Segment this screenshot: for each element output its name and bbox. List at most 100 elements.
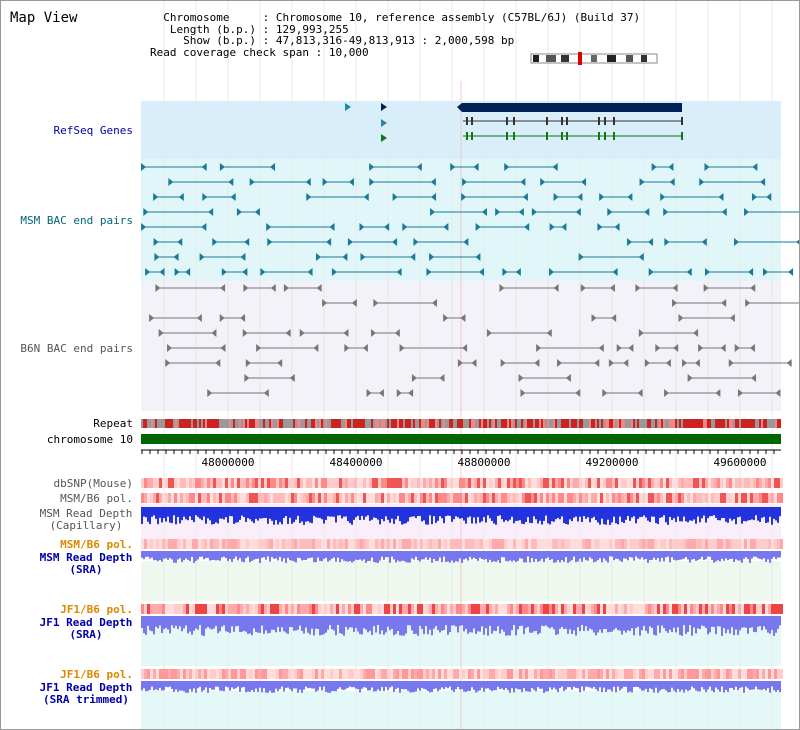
heat-cell	[429, 539, 432, 549]
track-label-jf1-depth-sra[interactable]: JF1 Read Depth (SRA)	[31, 617, 141, 641]
depth-bar	[329, 616, 331, 626]
depth-bar	[679, 616, 681, 636]
depth-bar	[409, 681, 411, 693]
bac-end-marker	[623, 359, 629, 367]
heat-cell	[762, 539, 765, 549]
length-value: 129,993,255	[275, 22, 349, 36]
heat-cell	[357, 478, 360, 488]
heat-cell	[459, 669, 462, 679]
track-label-msm-pol-1[interactable]: MSM/B6 pol.	[60, 492, 133, 505]
bac-end-marker	[315, 253, 321, 261]
heat-cell	[342, 604, 345, 614]
track-label-jf1-pol-1[interactable]: JF1/B6 pol.	[60, 603, 133, 616]
heat-cell	[204, 478, 207, 488]
depth-bar	[181, 507, 183, 521]
bac-end-marker	[644, 359, 650, 367]
heat-cell	[393, 478, 396, 488]
heat-cell	[339, 669, 342, 679]
heat-cell	[681, 604, 684, 614]
depth-bar	[715, 551, 717, 562]
heat-cell	[267, 539, 270, 549]
track-label-msm-bac[interactable]: MSM BAC end pairs	[20, 214, 133, 227]
depth-bar	[443, 507, 445, 524]
repeat-segment	[663, 419, 665, 428]
depth-bar	[587, 551, 589, 561]
depth-bar	[735, 681, 737, 687]
heat-cell	[210, 604, 213, 614]
depth-bar	[369, 507, 371, 521]
depth-bar	[325, 681, 327, 693]
heat-cell	[270, 669, 273, 679]
depth-bar	[213, 507, 215, 524]
depth-bar	[455, 681, 457, 690]
track-label-jf1-depth-trimmed[interactable]: JF1 Read Depth (SRA trimmed)	[31, 682, 141, 706]
depth-bar	[761, 551, 763, 560]
depth-bar	[759, 681, 761, 690]
depth-bar	[319, 681, 321, 687]
bac-end-marker	[141, 163, 147, 171]
heat-cell	[165, 478, 168, 488]
heat-cell	[198, 539, 201, 549]
repeat-segment	[301, 419, 303, 428]
depth-bar	[457, 551, 459, 562]
heat-cell	[624, 478, 627, 488]
track-label-msm-depth-sra[interactable]: MSM Read Depth (SRA)	[31, 552, 141, 576]
repeat-segment	[493, 419, 495, 428]
depth-bar	[421, 616, 423, 630]
heat-cell	[372, 493, 375, 503]
track-label-msm-depth-capillary[interactable]: MSM Read Depth (Capillary)	[31, 508, 141, 532]
track-label-refseq[interactable]: RefSeq Genes	[53, 124, 133, 137]
heat-cell	[186, 669, 189, 679]
depth-bar	[191, 507, 193, 521]
depth-bar	[429, 551, 431, 558]
depth-bar	[477, 616, 479, 632]
repeat-segment	[679, 419, 681, 428]
depth-bar	[461, 681, 463, 690]
heat-cell	[390, 669, 393, 679]
depth-bar	[447, 616, 449, 635]
repeat-segment	[547, 419, 549, 428]
bac-end-marker	[475, 253, 481, 261]
track-label-dbsnp[interactable]: dbSNP(Mouse)	[53, 477, 133, 490]
depth-bar	[727, 616, 729, 630]
refseq-exon	[471, 117, 473, 125]
heat-cell	[360, 604, 363, 614]
track-label-msm-pol-2[interactable]: MSM/B6 pol.	[60, 538, 133, 551]
heat-cell	[156, 669, 159, 679]
depth-bar	[725, 616, 727, 634]
bac-end-marker	[502, 268, 508, 276]
repeat-segment	[325, 419, 327, 428]
heat-cell	[468, 669, 471, 679]
depth-bar	[657, 616, 659, 626]
depth-bar	[469, 551, 471, 557]
depth-bar	[493, 507, 495, 524]
heat-cell	[480, 669, 483, 679]
heat-cell	[759, 478, 762, 488]
depth-bar	[451, 681, 453, 691]
depth-bar	[607, 551, 609, 563]
depth-bar	[417, 551, 419, 561]
heat-cell	[168, 669, 171, 679]
depth-bar	[713, 507, 715, 516]
depth-bar	[535, 616, 537, 631]
heat-cell	[558, 539, 561, 549]
heat-cell	[156, 539, 159, 549]
heat-cell	[465, 493, 468, 503]
track-label-jf1-pol-2[interactable]: JF1/B6 pol.	[60, 668, 133, 681]
heat-cell	[471, 539, 474, 549]
depth-bar	[367, 681, 369, 691]
depth-bar	[171, 551, 173, 560]
heat-cell	[159, 604, 162, 614]
heat-cell	[168, 493, 171, 503]
track-label-b6n-bac[interactable]: B6N BAC end pairs	[20, 342, 133, 355]
bac-end-marker	[682, 359, 688, 367]
heat-cell	[669, 493, 672, 503]
heat-cell	[249, 478, 252, 488]
depth-bar	[549, 507, 551, 525]
heat-cell	[354, 539, 357, 549]
heat-cell	[255, 478, 258, 488]
depth-bar	[495, 507, 497, 525]
repeat-segment	[601, 419, 603, 428]
depth-bar	[223, 681, 225, 692]
